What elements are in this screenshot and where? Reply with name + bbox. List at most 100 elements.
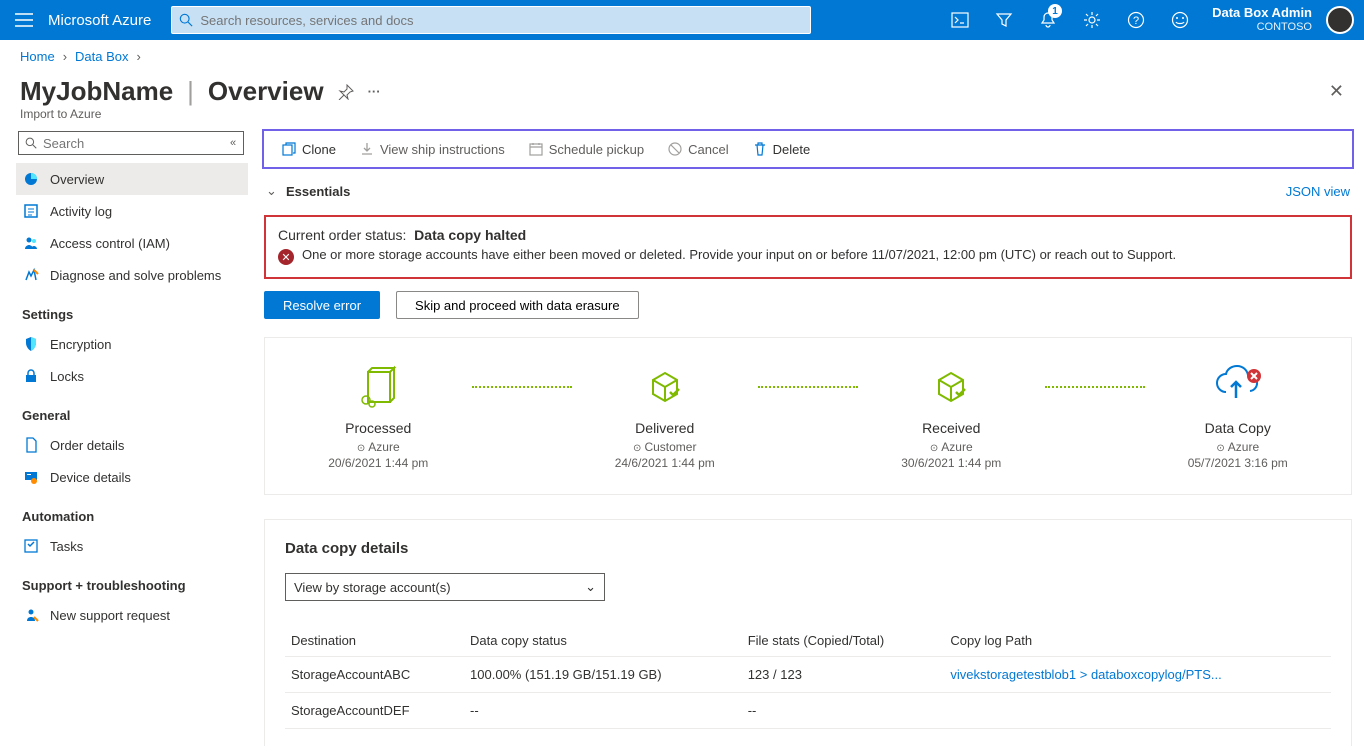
close-button[interactable]: ✕ xyxy=(1329,81,1344,102)
job-name: MyJobName xyxy=(20,76,173,107)
schedule-pickup-button[interactable]: Schedule pickup xyxy=(517,131,656,167)
sidebar-search-input[interactable] xyxy=(43,136,223,151)
resolve-error-button[interactable]: Resolve error xyxy=(264,291,380,319)
tasks-icon xyxy=(22,538,40,554)
avatar[interactable] xyxy=(1326,6,1354,34)
notifications-button[interactable]: 1 xyxy=(1026,0,1070,40)
sidebar-item-activity[interactable]: Activity log xyxy=(16,195,248,227)
svg-text:?: ? xyxy=(1133,15,1139,27)
help-button[interactable]: ? xyxy=(1114,0,1158,40)
sidebar-item-diagnose[interactable]: Diagnose and solve problems xyxy=(16,259,248,291)
document-icon xyxy=(22,437,40,453)
sidebar-item-encryption[interactable]: Encryption xyxy=(16,328,248,360)
sidebar-item-order[interactable]: Order details xyxy=(16,429,248,461)
search-input[interactable] xyxy=(200,13,810,28)
section-title: Overview xyxy=(208,76,324,107)
collapse-sidebar-button[interactable]: « xyxy=(223,137,243,149)
sidebar-item-label: Diagnose and solve problems xyxy=(50,268,221,283)
smiley-icon xyxy=(1171,11,1189,29)
json-view-link[interactable]: JSON view xyxy=(1286,184,1350,199)
sidebar-item-support[interactable]: New support request xyxy=(16,599,248,631)
breadcrumb-databox[interactable]: Data Box xyxy=(75,49,128,64)
sidebar: « Overview Activity log Access control (… xyxy=(0,129,252,746)
status-label: Current order status: xyxy=(278,227,406,243)
sidebar-item-label: New support request xyxy=(50,608,170,623)
essentials-header: ⌄ Essentials JSON view xyxy=(262,173,1354,209)
activity-icon xyxy=(22,203,40,219)
cancel-button[interactable]: Cancel xyxy=(656,131,740,167)
box-check-icon xyxy=(858,362,1045,410)
chevron-right-icon: › xyxy=(137,49,141,64)
user-name: Data Box Admin xyxy=(1212,6,1312,21)
notification-badge: 1 xyxy=(1048,4,1062,18)
hamburger-menu[interactable] xyxy=(0,0,48,40)
help-icon: ? xyxy=(1127,11,1145,29)
sidebar-item-label: Device details xyxy=(50,470,131,485)
search-icon xyxy=(19,137,43,149)
sidebar-item-label: Access control (IAM) xyxy=(50,236,170,251)
box-gear-icon xyxy=(285,362,472,410)
cloudshell-icon xyxy=(951,12,969,28)
support-icon xyxy=(22,607,40,623)
delete-button[interactable]: Delete xyxy=(741,131,823,167)
pin-icon xyxy=(338,84,354,100)
overview-icon xyxy=(22,171,40,187)
sidebar-search[interactable]: « xyxy=(18,131,244,155)
table-row: StorageAccountDEF -- -- xyxy=(285,693,1331,729)
settings-button[interactable] xyxy=(1070,0,1114,40)
sidebar-item-overview[interactable]: Overview xyxy=(16,163,248,195)
view-ship-button[interactable]: View ship instructions xyxy=(348,131,517,167)
sidebar-item-locks[interactable]: Locks xyxy=(16,360,248,392)
dcd-title: Data copy details xyxy=(285,540,1331,557)
col-logpath: Copy log Path xyxy=(944,625,1331,657)
view-by-select[interactable]: View by storage account(s) ⌄ xyxy=(285,573,605,601)
more-button[interactable]: ··· xyxy=(368,84,381,99)
sidebar-item-label: Tasks xyxy=(50,539,83,554)
pin-button[interactable] xyxy=(338,84,354,100)
box-check-icon xyxy=(572,362,759,410)
calendar-icon xyxy=(529,142,543,156)
cloud-upload-error-icon xyxy=(1145,362,1332,410)
lock-icon xyxy=(22,368,40,384)
col-filestats: File stats (Copied/Total) xyxy=(742,625,945,657)
cancel-icon xyxy=(668,142,682,156)
clone-button[interactable]: Clone xyxy=(270,131,348,167)
stage-connector xyxy=(758,386,858,388)
clone-icon xyxy=(282,142,296,156)
main-content: Clone View ship instructions Schedule pi… xyxy=(252,129,1364,746)
sidebar-item-iam[interactable]: Access control (IAM) xyxy=(16,227,248,259)
trash-icon xyxy=(753,142,767,156)
diagnose-icon xyxy=(22,267,40,283)
breadcrumb-home[interactable]: Home xyxy=(20,49,55,64)
sidebar-item-label: Overview xyxy=(50,172,104,187)
data-copy-details: Data copy details View by storage accoun… xyxy=(264,519,1352,746)
logpath-link[interactable]: vivekstoragetestblob1 > databoxcopylog/P… xyxy=(950,667,1221,682)
sidebar-item-tasks[interactable]: Tasks xyxy=(16,530,248,562)
progress-stages: Processed Azure 20/6/2021 1:44 pm Delive… xyxy=(264,337,1352,495)
subtitle: Import to Azure xyxy=(0,107,1364,129)
breadcrumb: Home › Data Box › xyxy=(0,40,1364,72)
sidebar-item-label: Activity log xyxy=(50,204,112,219)
user-tenant: CONTOSO xyxy=(1212,21,1312,34)
iam-icon xyxy=(22,235,40,251)
download-icon xyxy=(360,142,374,156)
status-message: One or more storage accounts have either… xyxy=(302,247,1176,262)
chevron-right-icon: › xyxy=(63,49,67,64)
skip-proceed-button[interactable]: Skip and proceed with data erasure xyxy=(396,291,639,319)
directory-filter-button[interactable] xyxy=(982,0,1026,40)
brand-label: Microsoft Azure xyxy=(48,12,163,29)
sidebar-item-label: Encryption xyxy=(50,337,111,352)
sidebar-header-general: General xyxy=(22,408,248,423)
global-search[interactable] xyxy=(171,6,811,34)
feedback-button[interactable] xyxy=(1158,0,1202,40)
table-row: StorageAccountABC 100.00% (151.19 GB/151… xyxy=(285,657,1331,693)
col-status: Data copy status xyxy=(464,625,742,657)
col-destination: Destination xyxy=(285,625,464,657)
essentials-toggle[interactable]: ⌄ xyxy=(266,183,286,199)
menu-icon xyxy=(15,13,33,27)
cloud-shell-button[interactable] xyxy=(938,0,982,40)
user-block[interactable]: Data Box Admin CONTOSO xyxy=(1202,6,1322,34)
sidebar-item-device[interactable]: Device details xyxy=(16,461,248,493)
status-alert: Current order status: Data copy halted ✕… xyxy=(264,215,1352,279)
action-buttons: Resolve error Skip and proceed with data… xyxy=(264,291,1352,319)
